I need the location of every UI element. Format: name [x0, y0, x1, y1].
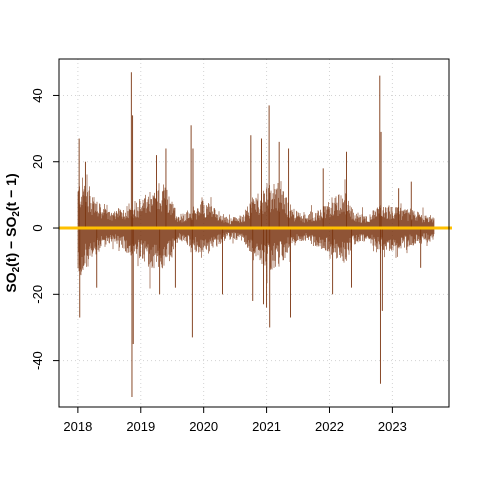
y-axis-title-part-1: 2: [11, 266, 22, 272]
y-axis: -40 -20 0 20 40: [30, 88, 60, 370]
y-axis-title-part-3: 2: [11, 211, 22, 217]
y-tick-label-20: 20: [30, 155, 45, 169]
x-tick-label-2023: 2023: [378, 419, 407, 434]
x-tick-label-2021: 2021: [252, 419, 281, 434]
y-tick-label-40: 40: [30, 88, 45, 102]
y-axis-title-part-2: (t) − SO: [3, 217, 19, 267]
y-tick-label--40: -40: [30, 351, 45, 370]
series-differenced-so2: [77, 72, 435, 398]
y-axis-title: SO2(t) − SO2(t − 1): [3, 173, 22, 292]
x-axis: 2018 2019 2020 2021 2022 2023: [63, 406, 407, 434]
x-tick-label-2019: 2019: [126, 419, 155, 434]
y-axis-title-part-4: (t − 1): [3, 173, 19, 211]
y-tick-label--20: -20: [30, 285, 45, 304]
x-tick-label-2020: 2020: [189, 419, 218, 434]
y-tick-label-0: 0: [30, 224, 45, 231]
x-tick-label-2022: 2022: [315, 419, 344, 434]
x-tick-label-2018: 2018: [63, 419, 92, 434]
y-axis-title-part-0: SO: [3, 272, 19, 292]
